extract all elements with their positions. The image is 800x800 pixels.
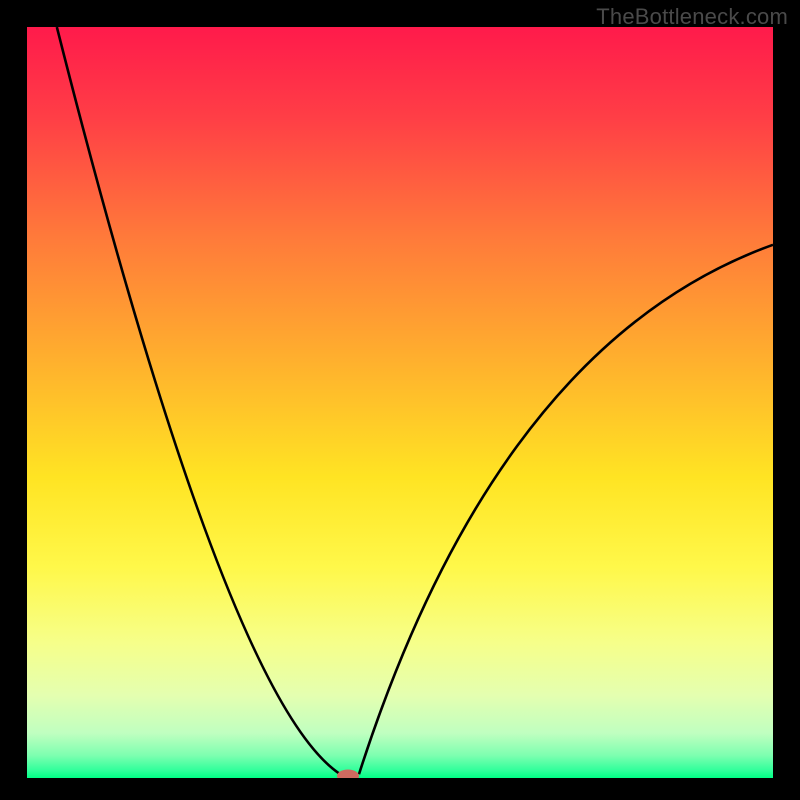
- plot-frame: [27, 27, 773, 778]
- watermark-text: TheBottleneck.com: [596, 4, 788, 30]
- plot-area: [27, 27, 773, 778]
- bottleneck-curve: [27, 27, 773, 778]
- minimum-marker: [337, 770, 359, 778]
- curve-right-branch: [359, 245, 773, 774]
- curve-left-branch: [57, 27, 340, 774]
